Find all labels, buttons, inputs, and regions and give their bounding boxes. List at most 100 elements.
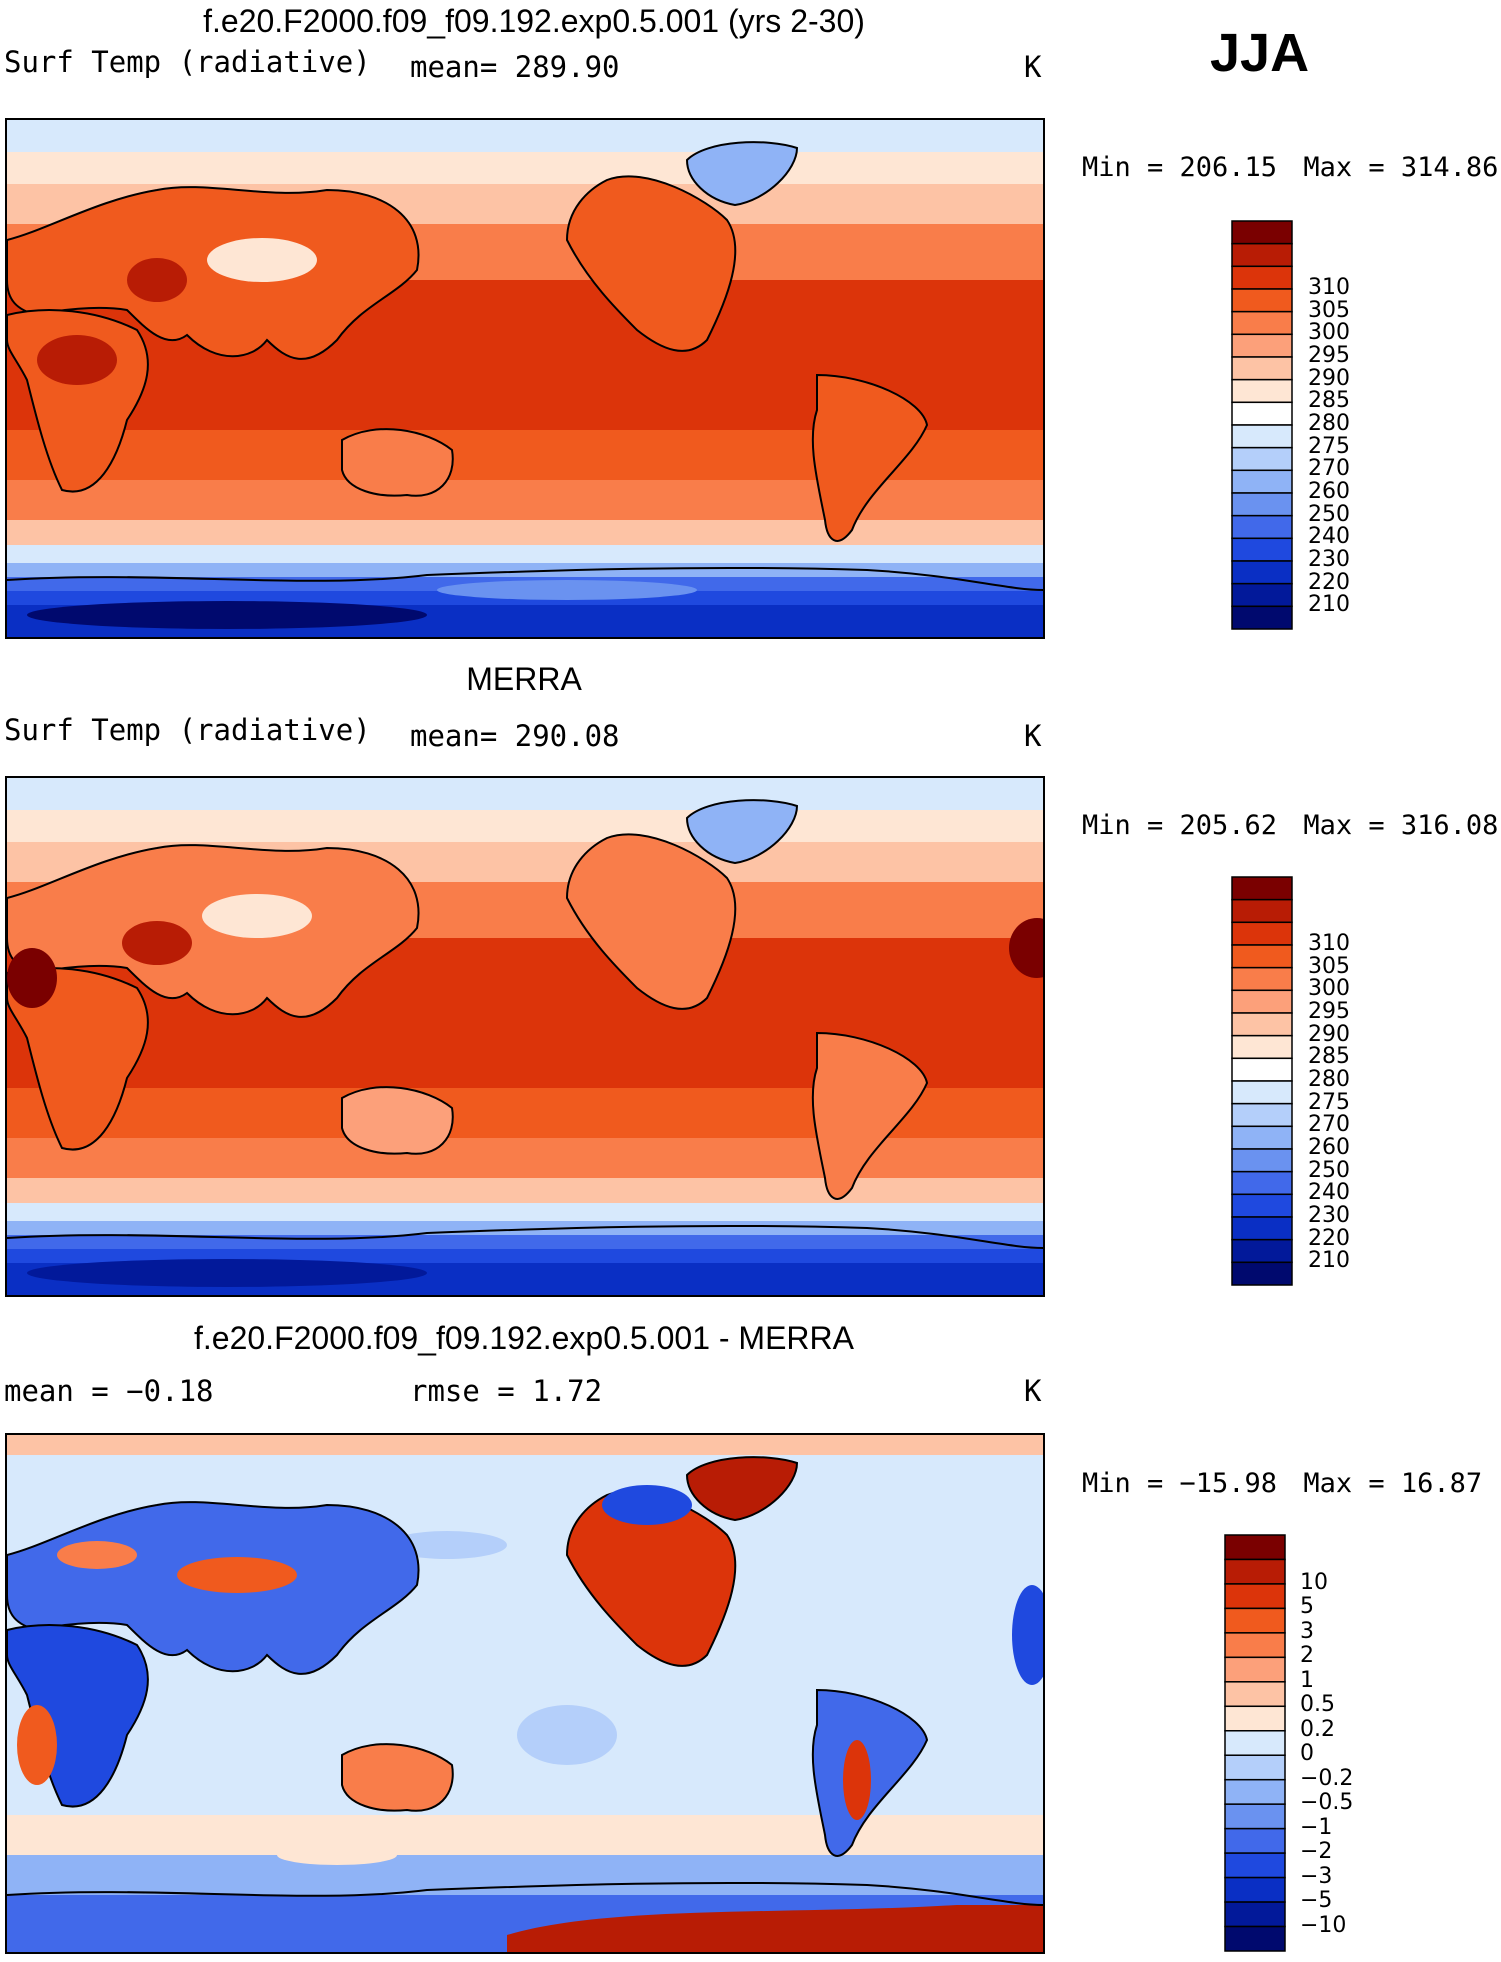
- panel-merra-map: [5, 776, 1045, 1297]
- colorbar-swatch: [1231, 898, 1293, 924]
- panel-model-variable: Surf Temp (radiative): [4, 45, 371, 79]
- colorbar-swatch: [1231, 605, 1293, 630]
- panel-merra-mean: mean= 290.08: [410, 719, 620, 753]
- merra-temperature-field: [7, 778, 1043, 1295]
- colorbar-swatch: [1231, 424, 1293, 449]
- colorbar-swatch: [1224, 1681, 1286, 1708]
- colorbar-label: 230: [1308, 1203, 1350, 1228]
- colorbar-swatch: [1231, 989, 1293, 1014]
- colorbar-swatch: [1231, 220, 1293, 245]
- colorbar-label: −2: [1300, 1839, 1333, 1865]
- colorbar-swatch: [1224, 1852, 1286, 1879]
- colorbar-label: 285: [1308, 388, 1350, 414]
- colorbar-swatch: [1224, 1558, 1286, 1585]
- season-label: JJA: [1210, 23, 1310, 83]
- colorbar-swatch: [1231, 944, 1293, 969]
- colorbar-swatch: [1231, 1216, 1293, 1241]
- colorbar-swatch: [1224, 1607, 1286, 1634]
- panel-model-min: Min = 206.15: [1082, 152, 1278, 183]
- panel-difference-map: [5, 1433, 1045, 1954]
- panel-difference-range: Min = −15.98 Max = 16.87: [1082, 1468, 1482, 1499]
- colorbar-swatch: [1224, 1705, 1286, 1732]
- colorbar-swatch: [1231, 265, 1293, 290]
- panel-difference-mean: mean = −0.18: [4, 1374, 214, 1408]
- colorbar-label: 310: [1308, 931, 1350, 956]
- colorbar-label: 295: [1308, 999, 1350, 1024]
- colorbar-label: 300: [1308, 976, 1350, 1002]
- colorbar-label: −10: [1300, 1912, 1347, 1938]
- panel-merra-colorbar: [1231, 876, 1293, 1286]
- colorbar-swatch: [1231, 333, 1293, 358]
- panel-merra-variable: Surf Temp (radiative): [4, 713, 371, 747]
- colorbar-label: 240: [1308, 524, 1350, 550]
- colorbar-label: 270: [1308, 456, 1350, 482]
- panel-difference-colorbar-labels: 10 5 3 2 1 0.5 0.2 0 −0.2 −0.5 −1 −2 −3 …: [1300, 1534, 1400, 1952]
- colorbar-label: 275: [1308, 433, 1350, 459]
- panel-difference-rmse: rmse = 1.72: [410, 1374, 603, 1408]
- colorbar-swatch: [1231, 288, 1293, 313]
- colorbar-swatch: [1231, 921, 1293, 946]
- colorbar-swatch: [1231, 378, 1293, 404]
- colorbar-label: 220: [1308, 569, 1350, 595]
- panel-model-map: [5, 118, 1045, 639]
- colorbar-label: −0.2: [1300, 1765, 1354, 1791]
- colorbar-swatch: [1224, 1754, 1286, 1781]
- panel-model-title: f.e20.F2000.f09_f09.192.exp0.5.001 (yrs …: [203, 3, 865, 39]
- colorbar-swatch: [1231, 1012, 1293, 1037]
- panel-model-max: Max = 314.86: [1303, 152, 1499, 183]
- panel-difference-title: f.e20.F2000.f09_f09.192.exp0.5.001 - MER…: [194, 1320, 854, 1356]
- colorbar-swatch: [1224, 1876, 1286, 1903]
- colorbar-label: 270: [1308, 1112, 1350, 1138]
- colorbar-label: −5: [1300, 1888, 1333, 1914]
- colorbar-swatch: [1231, 1148, 1293, 1173]
- panel-merra-colorbar-labels: 310 305 300 295 290 285 280 275 270 260 …: [1308, 876, 1408, 1286]
- colorbar-swatch: [1231, 1125, 1293, 1150]
- panel-merra-min: Min = 205.62: [1082, 810, 1278, 841]
- colorbar-swatch: [1231, 469, 1293, 494]
- panel-model-units: K: [1024, 50, 1042, 84]
- colorbar-swatch: [1231, 966, 1293, 992]
- colorbar-label: 250: [1308, 1157, 1350, 1183]
- colorbar-label: 295: [1308, 343, 1350, 368]
- panel-difference-colorbar: [1224, 1534, 1286, 1952]
- colorbar-label: 240: [1308, 1180, 1350, 1206]
- colorbar-swatch: [1224, 1778, 1286, 1805]
- colorbar-swatch: [1231, 492, 1293, 517]
- colorbar-swatch: [1231, 1238, 1293, 1264]
- panel-model-colorbar: [1231, 220, 1293, 630]
- colorbar-label: 220: [1308, 1225, 1350, 1251]
- colorbar-swatch: [1231, 1102, 1293, 1128]
- colorbar-swatch: [1224, 1803, 1286, 1830]
- colorbar-label: 280: [1308, 411, 1350, 436]
- panel-merra-range: Min = 205.62 Max = 316.08: [1082, 810, 1498, 841]
- colorbar-label: 290: [1308, 365, 1350, 391]
- colorbar-swatch: [1231, 560, 1293, 585]
- colorbar-swatch: [1231, 446, 1293, 472]
- colorbar-label: 210: [1308, 592, 1350, 618]
- colorbar-label: 0.2: [1300, 1716, 1335, 1742]
- colorbar-label: −1: [1300, 1814, 1333, 1840]
- colorbar-label: 275: [1308, 1089, 1350, 1115]
- colorbar-label: 10: [1300, 1569, 1328, 1595]
- colorbar-swatch: [1231, 1034, 1293, 1060]
- colorbar-label: 5: [1300, 1594, 1314, 1620]
- colorbar-swatch: [1231, 582, 1293, 608]
- colorbar-swatch: [1231, 356, 1293, 381]
- panel-model-colorbar-labels: 310 305 300 295 290 285 280 275 270 260 …: [1308, 220, 1408, 630]
- colorbar-swatch: [1231, 1057, 1293, 1082]
- difference-temperature-field: [7, 1435, 1043, 1952]
- colorbar-swatch: [1231, 310, 1293, 336]
- colorbar-label: 260: [1308, 1135, 1350, 1160]
- colorbar-label: 1: [1300, 1667, 1314, 1693]
- colorbar-label: 300: [1308, 320, 1350, 346]
- colorbar-label: 310: [1308, 275, 1350, 300]
- colorbar-swatch: [1224, 1632, 1286, 1659]
- colorbar-label: 210: [1308, 1248, 1350, 1274]
- colorbar-label: 0: [1300, 1741, 1314, 1767]
- colorbar-swatch: [1224, 1534, 1286, 1561]
- colorbar-swatch: [1231, 1261, 1293, 1286]
- colorbar-label: −0.5: [1300, 1790, 1354, 1816]
- colorbar-label: 250: [1308, 501, 1350, 527]
- colorbar-swatch: [1231, 1193, 1293, 1218]
